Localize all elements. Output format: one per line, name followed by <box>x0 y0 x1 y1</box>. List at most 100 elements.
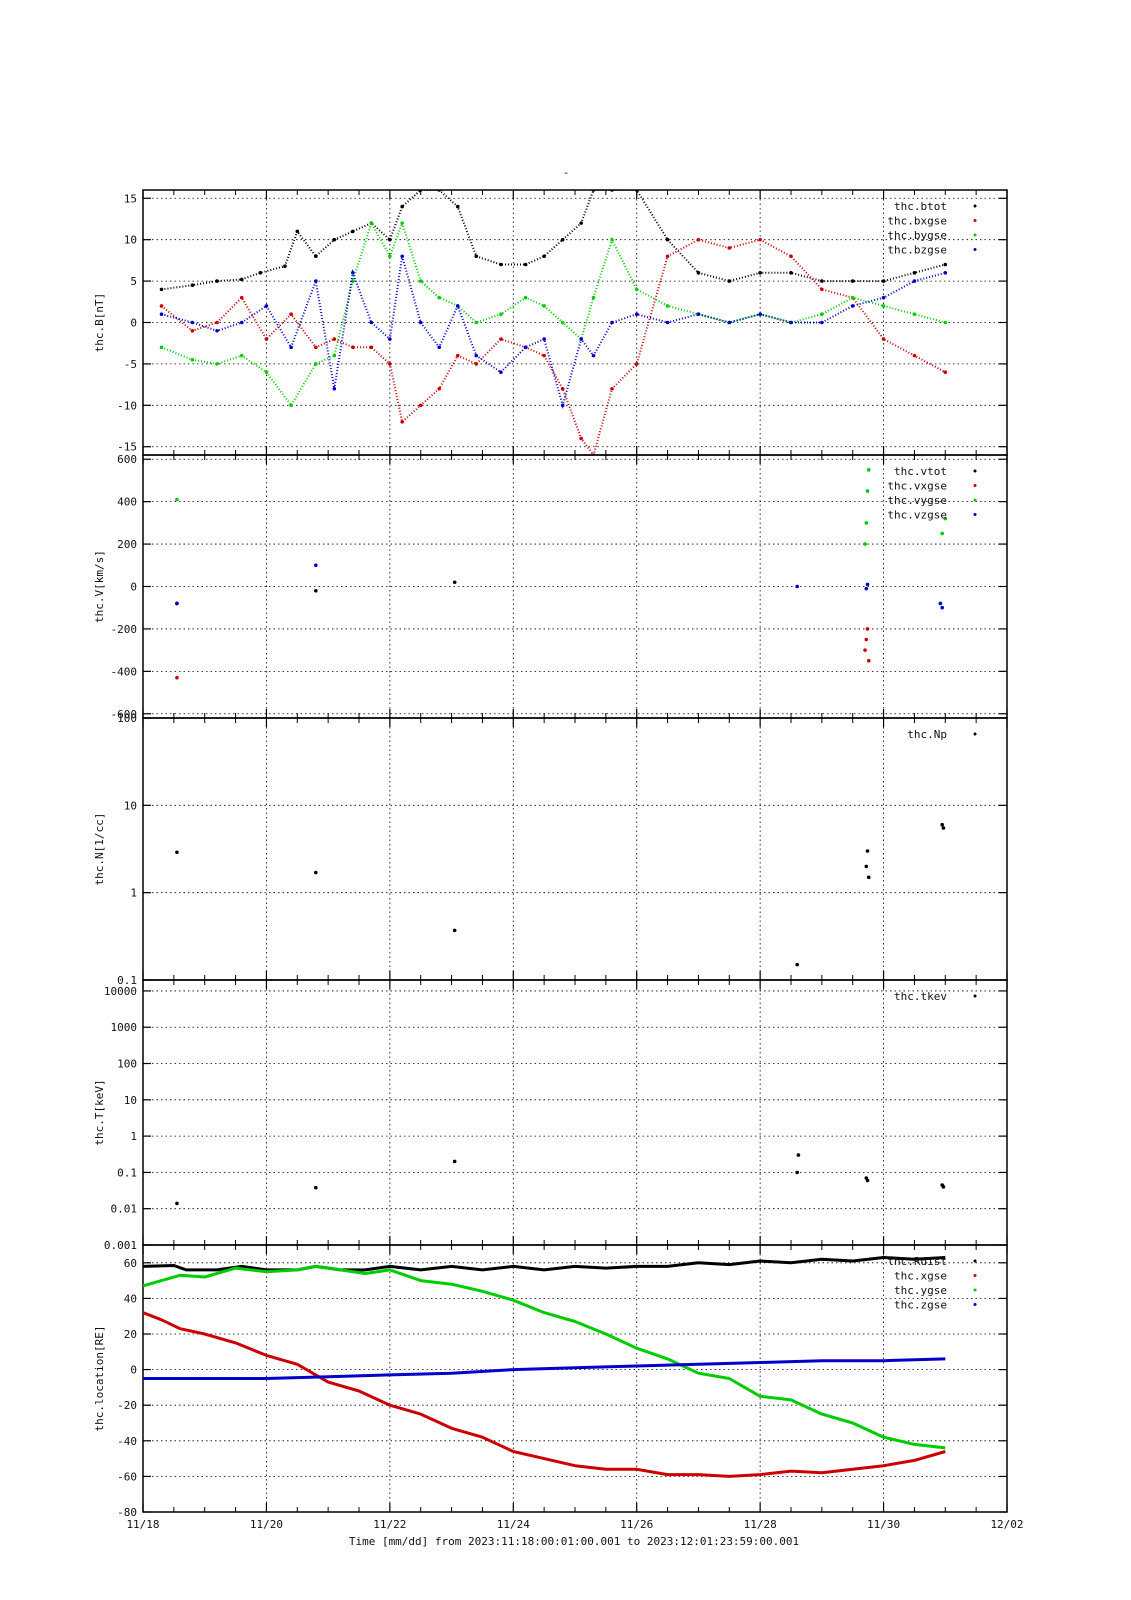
data-point <box>912 279 917 283</box>
data-point <box>665 304 670 308</box>
data-point <box>758 271 762 275</box>
series-thc-Np <box>175 822 946 967</box>
data-point <box>634 287 639 292</box>
y-tick-label: 400 <box>117 496 137 509</box>
data-point <box>455 353 460 358</box>
data-point <box>523 295 528 300</box>
y-tick-label: -400 <box>111 665 138 678</box>
data-point <box>474 353 479 358</box>
data-point <box>796 1153 801 1157</box>
data-point <box>400 204 405 209</box>
data-point <box>264 337 269 341</box>
series-line <box>143 1357 946 1380</box>
y-tick-label: 600 <box>117 453 137 466</box>
data-point <box>369 221 374 225</box>
data-point <box>795 584 799 589</box>
series-trace <box>161 190 946 291</box>
data-point <box>727 246 732 250</box>
data-point <box>369 345 374 350</box>
y-tick-label: -80 <box>117 1506 137 1519</box>
series-line <box>143 1264 946 1450</box>
series-trace <box>161 220 946 408</box>
y-tick-label: 0.1 <box>117 1166 137 1179</box>
data-point <box>560 403 565 408</box>
data-point <box>190 357 195 362</box>
data-point <box>941 826 946 830</box>
data-point <box>863 648 867 652</box>
data-point <box>418 279 423 283</box>
legend-entry: thc.ygse <box>894 1284 947 1297</box>
data-point <box>239 277 244 282</box>
legend-marker <box>973 233 977 237</box>
series-thc-tkev <box>175 1153 946 1206</box>
data-point <box>437 190 442 192</box>
series-thc-zgse <box>143 1357 946 1380</box>
series-thc-vtot <box>175 580 457 606</box>
data-point <box>499 370 503 374</box>
legend-marker <box>973 248 977 251</box>
data-point <box>351 345 355 350</box>
data-point <box>388 337 392 341</box>
data-point <box>523 345 528 350</box>
data-point <box>940 531 944 536</box>
y-tick-label: -600 <box>111 708 138 721</box>
data-point <box>864 521 869 525</box>
data-point <box>610 237 614 242</box>
data-point <box>474 362 479 366</box>
data-point <box>850 279 855 283</box>
legend-marker <box>973 204 977 208</box>
data-point <box>864 864 869 869</box>
y-tick-label: -40 <box>117 1435 137 1448</box>
x-tick-label: 11/20 <box>250 1518 283 1531</box>
data-point <box>634 312 639 317</box>
data-point <box>159 287 164 292</box>
data-point <box>418 190 423 192</box>
panel-frame <box>142 979 1008 1246</box>
y-tick-label: -10 <box>117 399 137 412</box>
legend-marker <box>973 513 977 516</box>
panel-V: -600 -400 -200 0 200 400 600 thc.V[km/s] thc.vto… <box>93 453 1008 721</box>
y-tick-label: 40 <box>124 1292 137 1305</box>
series-trace <box>161 256 946 410</box>
legend-marker <box>973 1259 977 1263</box>
data-point <box>351 279 355 283</box>
data-point <box>474 320 479 325</box>
y-tick-label: 1 <box>130 887 137 900</box>
data-point <box>560 386 565 391</box>
legend-entry: thc.Rdist <box>887 1255 947 1268</box>
y-tick-label: 10 <box>124 234 137 247</box>
data-point <box>696 271 701 275</box>
data-point <box>591 295 596 300</box>
data-point <box>881 304 886 308</box>
data-point <box>418 320 423 325</box>
data-point <box>865 849 870 853</box>
data-point <box>159 345 164 350</box>
data-point <box>215 320 219 325</box>
y-tick-label: -5 <box>124 358 137 371</box>
data-point <box>610 190 614 192</box>
series-thc-ygse <box>143 1264 946 1450</box>
data-point <box>499 262 503 267</box>
x-tick-label: 11/30 <box>867 1518 900 1531</box>
y-axis-label: thc.T[keV] <box>93 1079 106 1145</box>
y-tick-label: 1000 <box>111 1021 138 1034</box>
x-tick-label: 11/26 <box>620 1518 653 1531</box>
y-tick-label: 60 <box>124 1257 137 1270</box>
data-point <box>579 221 583 225</box>
data-point <box>523 262 528 267</box>
data-point <box>940 605 944 610</box>
data-point <box>159 312 164 317</box>
data-point <box>943 516 948 521</box>
data-point <box>289 312 293 317</box>
legend-entry: thc.bzgse <box>887 244 947 257</box>
data-point <box>283 264 287 268</box>
data-point <box>388 362 392 366</box>
y-tick-label: 0 <box>130 581 137 594</box>
y-tick-label: 0 <box>130 1364 137 1377</box>
y-axis-label: thc.location[RE] <box>93 1326 106 1432</box>
data-point <box>332 337 337 341</box>
data-point <box>190 328 195 333</box>
data-point <box>314 1185 318 1190</box>
data-point <box>159 304 164 308</box>
data-point <box>215 328 219 333</box>
